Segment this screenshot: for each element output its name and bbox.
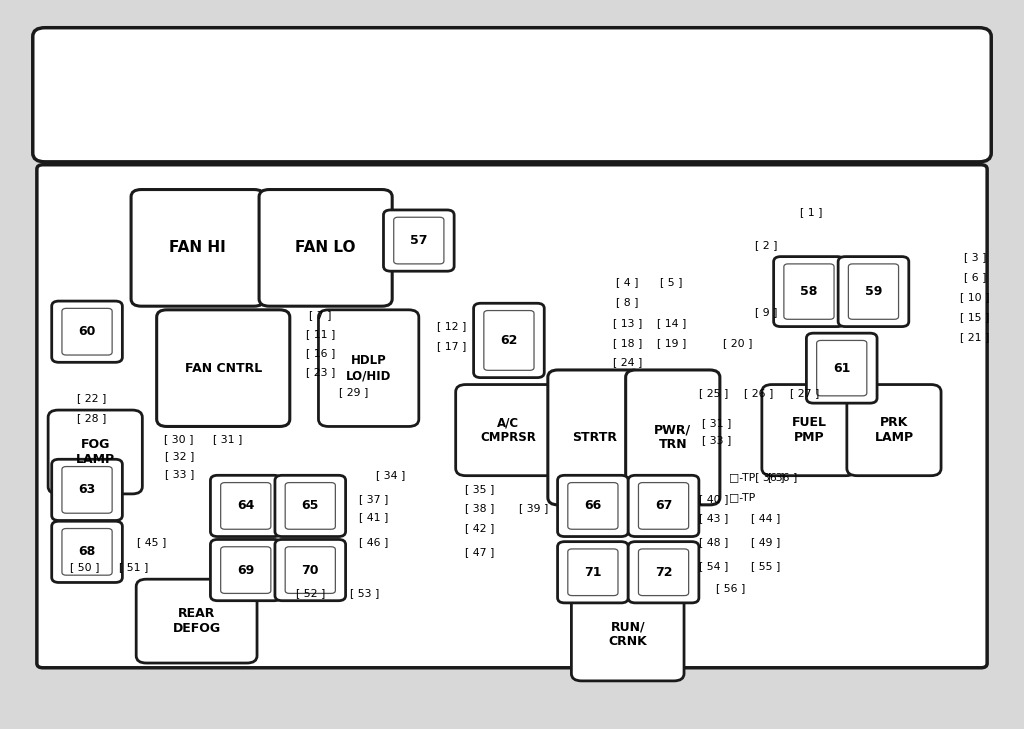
Text: [ 46 ]: [ 46 ] — [359, 537, 388, 547]
Text: [ 24 ]: [ 24 ] — [613, 357, 642, 367]
FancyBboxPatch shape — [62, 529, 113, 575]
FancyBboxPatch shape — [639, 549, 689, 596]
FancyBboxPatch shape — [52, 459, 123, 521]
Text: FUEL
PMP: FUEL PMP — [792, 416, 826, 444]
Text: [ 38 ]: [ 38 ] — [465, 503, 494, 513]
Text: [ 35 ]: [ 35 ] — [465, 484, 494, 494]
Text: [ 7 ]: [ 7 ] — [309, 310, 332, 320]
Text: 68: 68 — [79, 545, 95, 558]
Text: FOG
LAMP: FOG LAMP — [76, 438, 115, 466]
Text: [ 11 ]: [ 11 ] — [306, 329, 335, 339]
Text: [ 44 ]: [ 44 ] — [752, 513, 780, 523]
FancyBboxPatch shape — [157, 310, 290, 426]
Text: [ 2 ]: [ 2 ] — [755, 240, 777, 250]
Text: [ 15 ]: [ 15 ] — [961, 312, 989, 322]
FancyBboxPatch shape — [567, 549, 618, 596]
FancyBboxPatch shape — [285, 483, 335, 529]
Text: [ 31 ]: [ 31 ] — [702, 418, 731, 428]
Text: [ 14 ]: [ 14 ] — [657, 318, 686, 328]
Text: A/C
CMPRSR: A/C CMPRSR — [480, 416, 536, 444]
FancyBboxPatch shape — [62, 308, 113, 355]
Text: □-TP: □-TP — [729, 492, 756, 502]
Text: [ 28 ]: [ 28 ] — [78, 413, 106, 423]
FancyBboxPatch shape — [629, 542, 699, 603]
Text: 63: 63 — [79, 483, 95, 496]
FancyBboxPatch shape — [221, 483, 270, 529]
Text: 64: 64 — [238, 499, 254, 512]
FancyBboxPatch shape — [762, 385, 856, 476]
Text: 58: 58 — [801, 285, 817, 298]
Text: [ 39 ]: [ 39 ] — [519, 503, 548, 513]
Text: HDLP
LO/HID: HDLP LO/HID — [346, 354, 391, 382]
Text: [ 49 ]: [ 49 ] — [752, 537, 780, 547]
FancyBboxPatch shape — [37, 165, 987, 668]
Text: [ 23 ]: [ 23 ] — [306, 367, 335, 378]
FancyBboxPatch shape — [784, 264, 835, 319]
Text: 67: 67 — [655, 499, 672, 512]
Text: [ 6 ]: [ 6 ] — [964, 272, 986, 282]
Text: [ 1 ]: [ 1 ] — [800, 207, 822, 217]
Text: [ 45 ]: [ 45 ] — [137, 537, 166, 547]
Text: □-TP[ 36 ]: □-TP[ 36 ] — [729, 472, 784, 483]
FancyBboxPatch shape — [848, 264, 899, 319]
FancyBboxPatch shape — [136, 579, 257, 663]
Text: 59: 59 — [865, 285, 882, 298]
Text: [ 8 ]: [ 8 ] — [616, 297, 639, 308]
Text: [ 47 ]: [ 47 ] — [465, 547, 494, 557]
Text: [ 12 ]: [ 12 ] — [437, 321, 466, 332]
Text: 71: 71 — [584, 566, 602, 579]
Text: [ 40 ]: [ 40 ] — [699, 494, 728, 504]
Text: [ 17 ]: [ 17 ] — [437, 341, 466, 351]
FancyBboxPatch shape — [483, 311, 535, 370]
Text: 61: 61 — [834, 362, 850, 375]
FancyBboxPatch shape — [567, 483, 618, 529]
Text: 62: 62 — [501, 334, 517, 347]
Text: PWR/
TRN: PWR/ TRN — [654, 424, 691, 451]
Text: 60: 60 — [79, 325, 95, 338]
FancyBboxPatch shape — [817, 340, 866, 396]
Text: [ 42 ]: [ 42 ] — [465, 523, 494, 533]
Text: [ 27 ]: [ 27 ] — [791, 388, 819, 398]
Text: [ 32 ]: [ 32 ] — [165, 451, 194, 461]
Text: [ 22 ]: [ 22 ] — [78, 393, 106, 403]
FancyBboxPatch shape — [393, 217, 443, 264]
Text: REAR
DEFOG: REAR DEFOG — [173, 607, 220, 635]
Text: [ 20 ]: [ 20 ] — [723, 338, 752, 348]
Text: 70: 70 — [301, 564, 319, 577]
Text: [ 5 ]: [ 5 ] — [660, 277, 683, 287]
Text: [ 4 ]: [ 4 ] — [616, 277, 639, 287]
FancyBboxPatch shape — [626, 370, 720, 505]
FancyBboxPatch shape — [52, 301, 123, 362]
Text: [ 10 ]: [ 10 ] — [961, 292, 989, 302]
Text: [ 33 ]: [ 33 ] — [165, 469, 194, 480]
Text: [ 48 ]: [ 48 ] — [699, 537, 728, 547]
FancyBboxPatch shape — [285, 547, 335, 593]
FancyBboxPatch shape — [221, 547, 270, 593]
Text: RUN/
CRNK: RUN/ CRNK — [608, 620, 647, 648]
Text: [ 16 ]: [ 16 ] — [306, 348, 335, 358]
Text: [ 21 ]: [ 21 ] — [961, 332, 989, 342]
Text: 57: 57 — [410, 234, 428, 247]
FancyBboxPatch shape — [838, 257, 909, 327]
FancyBboxPatch shape — [274, 539, 345, 601]
Text: FAN LO: FAN LO — [295, 241, 356, 255]
FancyBboxPatch shape — [274, 475, 345, 537]
Text: [ 29 ]: [ 29 ] — [339, 387, 368, 397]
Text: [ 19 ]: [ 19 ] — [657, 338, 686, 348]
Text: [ 41 ]: [ 41 ] — [359, 512, 388, 523]
Text: [ 26 ]: [ 26 ] — [744, 388, 773, 398]
Text: [ 55 ]: [ 55 ] — [752, 561, 780, 571]
FancyBboxPatch shape — [629, 475, 699, 537]
FancyBboxPatch shape — [383, 210, 454, 271]
Text: [ 31 ]: [ 31 ] — [213, 434, 242, 445]
FancyBboxPatch shape — [557, 475, 628, 537]
Text: [ 3 ]: [ 3 ] — [964, 252, 986, 262]
Text: [ 37 ]: [ 37 ] — [359, 494, 388, 504]
FancyBboxPatch shape — [131, 190, 264, 306]
FancyBboxPatch shape — [473, 303, 545, 378]
Text: [ 30 ]: [ 30 ] — [165, 434, 194, 445]
Text: 65: 65 — [302, 499, 318, 512]
FancyBboxPatch shape — [557, 542, 628, 603]
FancyBboxPatch shape — [807, 333, 877, 403]
